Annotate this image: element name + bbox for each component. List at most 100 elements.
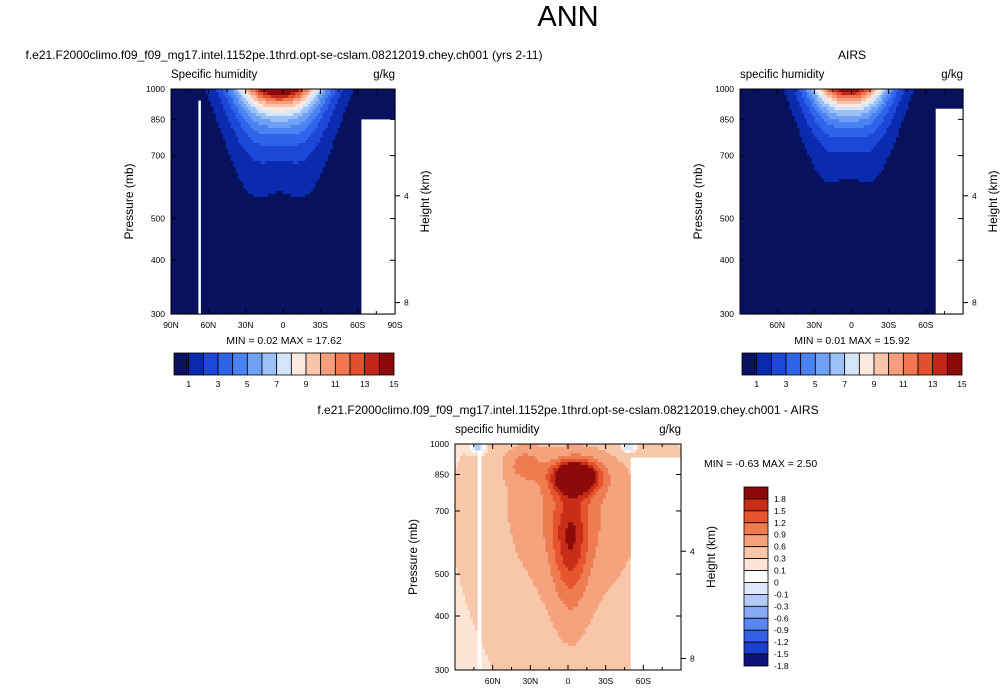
y-tick-label: 300 xyxy=(151,309,165,319)
colorbar-swatch xyxy=(246,352,263,376)
colorbar-swatch xyxy=(844,352,860,376)
y-tick-label: 500 xyxy=(720,214,734,224)
colorbar-swatch xyxy=(743,510,769,524)
colorbar-label: 11 xyxy=(331,379,340,389)
y-axis-label: Pressure (mb) xyxy=(691,163,705,239)
contour-field xyxy=(740,89,964,315)
colorbar-swatch xyxy=(741,352,758,376)
colorbar-swatch xyxy=(232,352,248,376)
min-max-stats: MIN = 0.01 MAX = 15.92 xyxy=(794,335,910,347)
colorbar-swatch xyxy=(378,352,395,376)
colorbar-swatch xyxy=(743,605,769,619)
x-tick-label: 0 xyxy=(566,676,571,686)
colorbar-label: -0.1 xyxy=(774,589,789,599)
colorbar-label: 0.6 xyxy=(774,542,786,552)
colorbar-label: 15 xyxy=(957,379,967,389)
colorbar-label: 1 xyxy=(186,379,191,389)
colorbar-swatch xyxy=(743,570,769,583)
panel-title: AIRS xyxy=(838,48,866,62)
colorbar-label: 7 xyxy=(842,379,847,389)
colorbar-swatch xyxy=(946,352,963,376)
colorbar-swatch xyxy=(770,352,787,376)
colorbar-swatch xyxy=(743,641,769,655)
colorbar-label: -0.6 xyxy=(774,613,789,623)
colorbar-swatch xyxy=(829,352,846,376)
x-tick-label: 60N xyxy=(485,676,501,686)
x-tick-label: 30N xyxy=(807,320,823,330)
colorbar-label: 0.3 xyxy=(774,554,786,564)
colorbar-swatch xyxy=(858,352,875,376)
y-tick-label: 500 xyxy=(151,214,165,224)
units-label: g/kg xyxy=(373,69,395,81)
contour-field xyxy=(455,444,682,671)
panel-3: f.e21.F2000climo.f09_f09_mg17.intel.1152… xyxy=(317,403,818,686)
height-tick-label: 4 xyxy=(690,546,695,556)
x-tick-label: 30N xyxy=(523,676,539,686)
y-tick-label: 1000 xyxy=(430,439,449,449)
colorbar-swatch xyxy=(743,546,769,559)
x-tick-label: 30S xyxy=(598,676,613,686)
colorbar-label: -0.3 xyxy=(774,601,789,611)
colorbar-label: 1.2 xyxy=(774,518,786,528)
x-tick-label: 60S xyxy=(636,676,651,686)
panel-title: f.e21.F2000climo.f09_f09_mg17.intel.1152… xyxy=(26,48,543,62)
colorbar-label: 1.5 xyxy=(774,506,786,516)
y-tick-label: 1000 xyxy=(146,84,165,94)
units-label: g/kg xyxy=(659,424,681,436)
y-tick-label: 500 xyxy=(435,569,449,579)
colorbar-label: 13 xyxy=(928,379,938,389)
colorbar-swatch xyxy=(290,352,307,376)
colorbar: 1 3 5 7 9 11 13 15 xyxy=(173,352,399,389)
height-tick-label: 8 xyxy=(404,298,409,308)
panel-1: f.e21.F2000climo.f09_f09_mg17.intel.1152… xyxy=(26,48,543,389)
colorbar-label: 1.8 xyxy=(774,494,786,504)
y-tick-label: 400 xyxy=(151,255,165,265)
colorbar-swatch xyxy=(814,352,831,376)
colorbar-swatch xyxy=(261,352,278,376)
colorbar-swatch xyxy=(902,352,919,376)
y-tick-label: 400 xyxy=(720,255,734,265)
y-tick-label: 300 xyxy=(720,309,734,319)
x-tick-label: 60S xyxy=(918,320,933,330)
x-tick-label: 60S xyxy=(350,320,365,330)
colorbar-swatch xyxy=(217,352,234,376)
y-tick-label: 400 xyxy=(435,611,449,621)
panels: f.e21.F2000climo.f09_f09_mg17.intel.1152… xyxy=(26,48,1000,686)
y-tick-label: 700 xyxy=(151,151,165,161)
colorbar-swatch xyxy=(743,582,769,595)
colorbar-swatch xyxy=(743,522,769,536)
units-label: g/kg xyxy=(941,69,963,81)
y-axis-right-label: Height (km) xyxy=(418,170,432,232)
colorbar-label: 13 xyxy=(360,379,370,389)
height-tick-label: 4 xyxy=(404,191,409,201)
y-tick-label: 1000 xyxy=(715,84,734,94)
colorbar-swatch xyxy=(334,352,351,376)
contour-field xyxy=(171,89,396,315)
colorbar-label: 9 xyxy=(872,379,877,389)
colorbar-swatch xyxy=(320,352,336,376)
colorbar-swatch xyxy=(364,352,380,376)
colorbar-label: -0.9 xyxy=(774,625,789,635)
colorbar-swatch xyxy=(743,498,769,512)
colorbar-swatch xyxy=(888,352,904,376)
colorbar-label: 9 xyxy=(304,379,309,389)
colorbar-label: 5 xyxy=(813,379,818,389)
colorbar-label: -1.8 xyxy=(774,661,789,671)
x-tick-label: 0 xyxy=(281,320,286,330)
min-max-stats: MIN = 0.02 MAX = 17.62 xyxy=(226,335,342,347)
colorbar-swatch xyxy=(756,352,772,376)
y-axis-right-label: Height (km) xyxy=(704,526,718,588)
x-tick-label: 90S xyxy=(387,320,402,330)
y-tick-label: 850 xyxy=(720,114,734,124)
colorbar-swatch xyxy=(173,352,190,376)
colorbar-swatch xyxy=(188,352,204,376)
colorbar-swatch xyxy=(743,534,769,548)
height-tick-label: 8 xyxy=(972,298,977,308)
colorbar-label: 7 xyxy=(274,379,279,389)
y-tick-label: 850 xyxy=(435,470,449,480)
min-max-stats: MIN = -0.63 MAX = 2.50 xyxy=(704,458,817,470)
colorbar-label: 11 xyxy=(899,379,908,389)
x-tick-label: 0 xyxy=(849,320,854,330)
